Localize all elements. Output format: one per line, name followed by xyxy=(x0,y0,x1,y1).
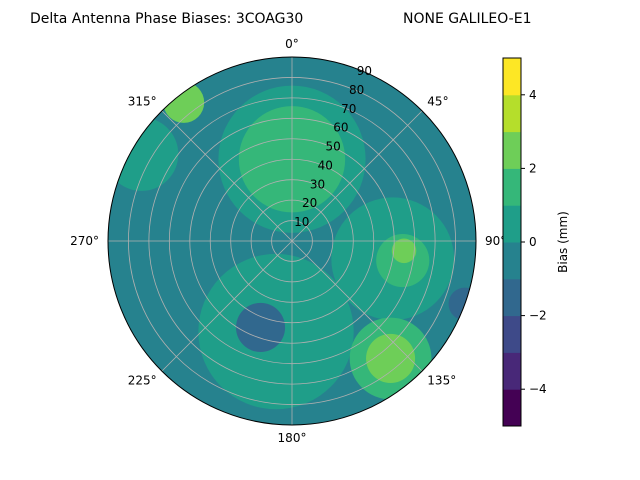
colorbar-band-2 xyxy=(503,315,521,353)
colorbar-tick-label: −4 xyxy=(529,382,547,396)
angular-tick-label: 45° xyxy=(427,95,448,109)
colorbar-label: Bias (mm) xyxy=(556,211,570,273)
angular-tick-label: 0° xyxy=(285,37,299,51)
contour-region-3 xyxy=(108,117,179,191)
radial-tick-label: 80 xyxy=(349,83,364,97)
radial-tick-label: 90 xyxy=(357,64,372,78)
angular-grid-line-225 xyxy=(161,240,293,372)
radial-tick-label: 70 xyxy=(341,102,356,116)
contour-region-9 xyxy=(163,82,205,123)
angular-grid-line-315 xyxy=(161,110,293,242)
colorbar-tick-label: 4 xyxy=(529,88,537,102)
chart-subtitle: NONE GALILEO-E1 xyxy=(403,11,531,27)
polar-grid xyxy=(108,57,476,425)
colorbar: −4 −2 0 2 4 xyxy=(502,57,547,427)
angular-tick-label: 315° xyxy=(128,95,157,109)
angular-tick-label: 270° xyxy=(70,234,99,248)
plot-outline xyxy=(107,56,477,426)
colorbar-tick-label: 0 xyxy=(529,235,537,249)
contour-region-10 xyxy=(236,302,286,352)
radial-tick-labels: 10 20 30 40 50 60 70 80 90 xyxy=(294,64,372,229)
angular-grid-line-135 xyxy=(291,240,423,372)
radial-tick-label: 50 xyxy=(325,140,340,154)
colorbar-band-9 xyxy=(503,58,521,96)
colorbar-tick-label: −2 xyxy=(529,309,547,323)
contour-region-8 xyxy=(391,238,417,264)
angular-tick-labels: 0° 45° 90° 135° 180° 225° 270° 315° xyxy=(70,37,506,445)
angular-grid-line-45 xyxy=(291,110,423,242)
colorbar-band-0 xyxy=(503,389,521,427)
angular-tick-label: 225° xyxy=(128,373,157,387)
angular-tick-label: 135° xyxy=(427,373,456,387)
colorbar-band-8 xyxy=(503,94,521,133)
angular-tick-label: 90° xyxy=(485,234,506,248)
chart-title: Delta Antenna Phase Biases: 3COAG30 xyxy=(30,11,303,27)
contour-region-7 xyxy=(366,333,416,383)
angular-tick-label: 180° xyxy=(278,431,307,445)
colorbar-band-4 xyxy=(503,242,521,280)
colorbar-tick-label: 2 xyxy=(529,161,537,175)
colorbar-band-1 xyxy=(503,352,521,390)
radial-tick-label: 20 xyxy=(302,196,317,210)
colorbar-band-3 xyxy=(503,278,521,317)
colorbar-band-5 xyxy=(503,205,521,243)
radial-tick-label: 60 xyxy=(333,121,348,135)
colorbar-band-6 xyxy=(503,168,521,206)
radial-tick-label: 40 xyxy=(318,158,333,172)
radial-tick-label: 10 xyxy=(294,215,309,229)
colorbar-band-7 xyxy=(503,131,521,169)
radial-tick-label: 30 xyxy=(310,177,325,191)
